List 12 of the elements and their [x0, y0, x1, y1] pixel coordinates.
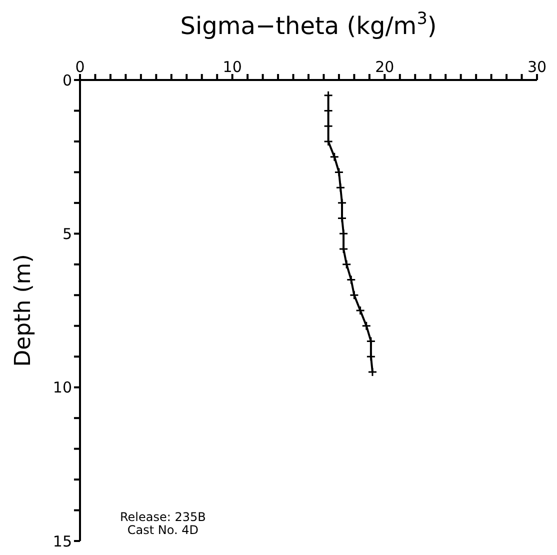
x-tick-label: 30	[527, 58, 547, 76]
x-tick-label: 20	[375, 58, 394, 76]
y-axis-title: Depth (m)	[10, 254, 36, 367]
y-tick-label: 15	[52, 532, 72, 550]
x-axis-title: Sigma−theta (kg/m$^{3}$)	[180, 8, 437, 40]
y-tick-label: 0	[62, 71, 72, 90]
y-tick-label: 5	[62, 224, 72, 243]
annotation: Release: 235B	[120, 510, 206, 524]
annotation: Cast No. 4D	[126, 523, 200, 537]
x-tick-label: 10	[222, 58, 242, 76]
x-tick-label: 0	[75, 58, 85, 76]
y-tick-label: 10	[52, 378, 72, 397]
